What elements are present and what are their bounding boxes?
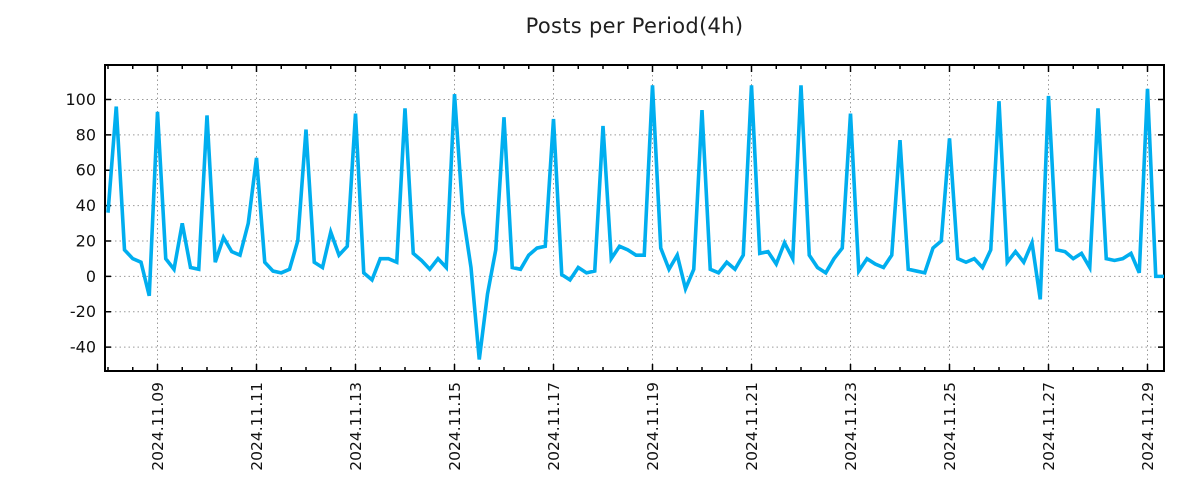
x-tick-label: 2024.11.29 xyxy=(1139,382,1157,471)
x-tick-label: 2024.11.25 xyxy=(941,382,959,471)
x-tick-label: 2024.11.09 xyxy=(149,382,167,471)
x-tick-label: 2024.11.15 xyxy=(446,382,464,471)
x-tick-label: 2024.11.23 xyxy=(842,382,860,471)
y-tick-label: -20 xyxy=(70,302,96,321)
x-tick-label: 2024.11.21 xyxy=(743,382,761,471)
x-tick-label: 2024.11.19 xyxy=(644,382,662,471)
y-tick-label: -40 xyxy=(70,338,96,357)
y-tick-label: 100 xyxy=(65,90,96,109)
x-tick-label: 2024.11.27 xyxy=(1040,382,1058,471)
y-tick-label: 40 xyxy=(76,196,96,215)
x-tick-label: 2024.11.17 xyxy=(545,382,563,471)
x-tick-label: 2024.11.13 xyxy=(347,382,365,471)
y-tick-label: 60 xyxy=(76,161,96,180)
x-tick-label: 2024.11.11 xyxy=(248,382,266,471)
y-tick-label: 20 xyxy=(76,231,96,250)
y-tick-label: 80 xyxy=(76,125,96,144)
plot-border xyxy=(104,64,1165,372)
chart-title: Posts per Period(4h) xyxy=(525,14,744,38)
y-tick-label: 0 xyxy=(86,267,96,286)
data-line xyxy=(106,85,1164,360)
